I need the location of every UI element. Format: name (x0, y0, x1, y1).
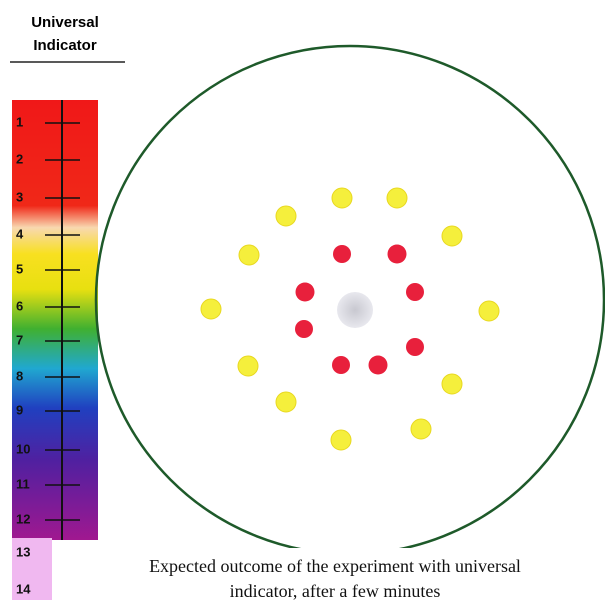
diagram: Universal Indicator 1234567891011121314 … (0, 0, 605, 603)
scale-label: 13 (16, 544, 30, 559)
scale-label: 8 (16, 368, 23, 383)
scale-label: 7 (16, 332, 23, 347)
scale-label: 5 (16, 261, 23, 276)
center-spot (337, 292, 373, 328)
caption-line: indicator, after a few minutes (230, 581, 441, 601)
title-line: Universal (31, 14, 99, 31)
scale-label: 14 (16, 581, 31, 596)
scale-label: 9 (16, 402, 23, 417)
scale-label: 3 (16, 189, 23, 204)
indicator-bar (12, 100, 98, 540)
scale-label: 12 (16, 511, 30, 526)
scale-label: 4 (16, 226, 24, 241)
header: Universal Indicator (10, 14, 125, 62)
caption-line: Expected outcome of the experiment with … (149, 556, 521, 576)
scale-label: 10 (16, 441, 30, 456)
scale-label: 11 (16, 476, 30, 491)
title-line: Indicator (33, 37, 97, 54)
scale-label: 2 (16, 151, 23, 166)
scale-label: 1 (16, 114, 23, 129)
scale-label: 6 (16, 298, 23, 313)
